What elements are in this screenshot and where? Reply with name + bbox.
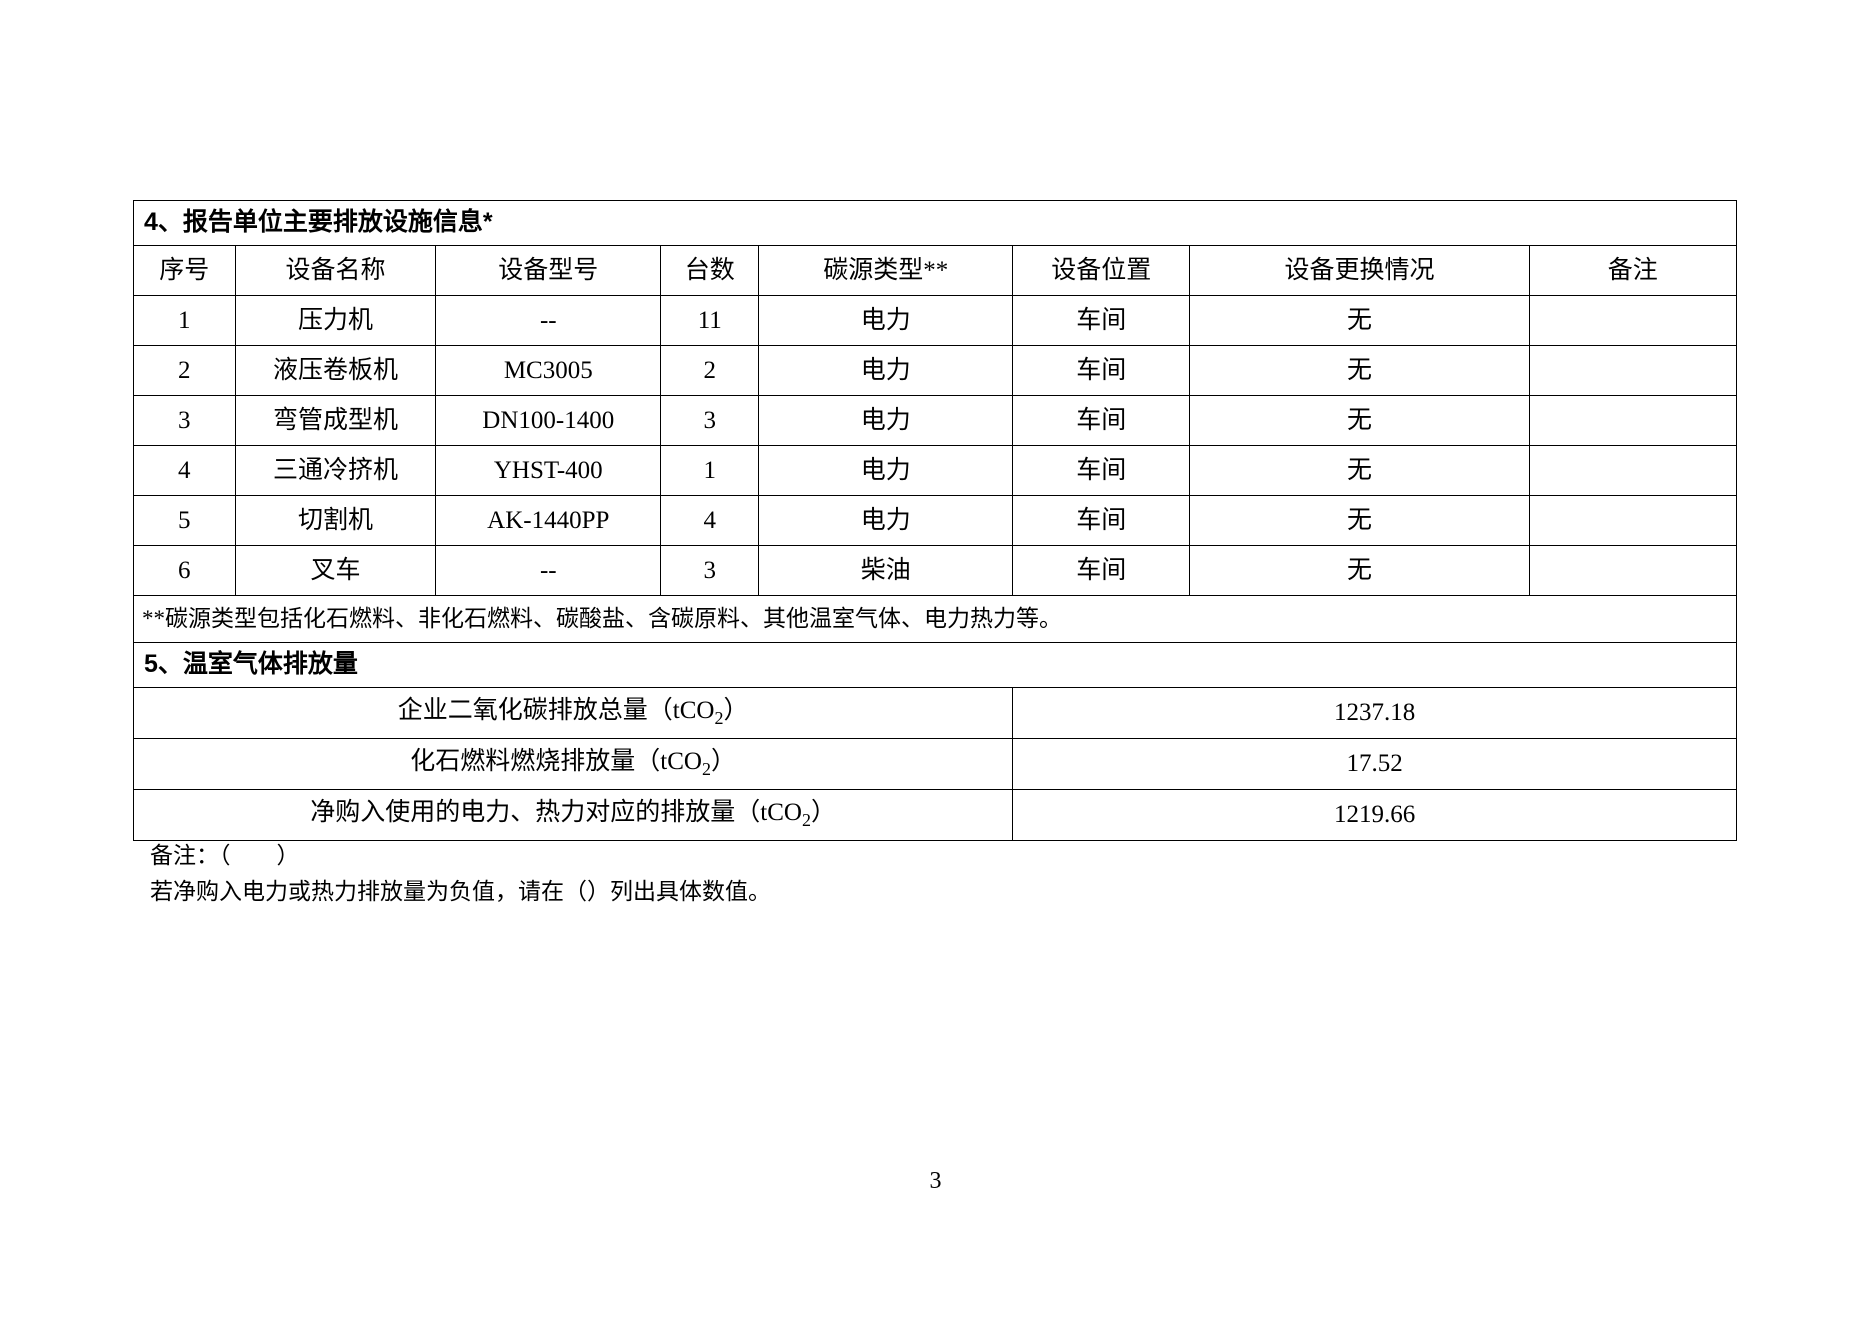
subscript-2: 2 [801, 810, 811, 831]
emission-label-suffix: ） [710, 748, 736, 776]
footnote-row: **碳源类型包括化石燃料、非化石燃料、碳酸盐、含碳原料、其他温室气体、电力热力等… [133, 595, 1737, 643]
table-row: 3 弯管成型机 DN100-1400 3 电力 车间 无 [133, 395, 1738, 446]
cell-remark [1528, 545, 1738, 596]
subscript-2: 2 [714, 708, 724, 729]
emission-report-table: 4、报告单位主要排放设施信息* 序号 设备名称 设备型号 台数 碳源类型** 设… [132, 200, 1738, 841]
column-header-count: 台数 [660, 245, 760, 296]
cell-equipment-name: 切割机 [234, 495, 437, 546]
emission-value-fossil-fuel: 17.52 [1012, 738, 1737, 790]
column-header-remark: 备注 [1528, 245, 1738, 296]
bottom-notes: 备注：（ ） 若净购入电力或热力排放量为负值，请在（）列出具体数值。 [150, 838, 771, 909]
cell-equipment-model: -- [435, 295, 662, 346]
cell-replacement-status: 无 [1189, 295, 1530, 346]
note-line-remark: 备注：（ ） [150, 843, 300, 868]
cell-carbon-source-type: 电力 [758, 495, 1014, 546]
carbon-source-footnote: **碳源类型包括化石燃料、非化石燃料、碳酸盐、含碳原料、其他温室气体、电力热力等… [133, 595, 1737, 643]
cell-equipment-location: 车间 [1012, 395, 1191, 446]
table-row: 6 叉车 -- 3 柴油 车间 无 [133, 545, 1738, 596]
cell-equipment-name: 三通冷挤机 [234, 445, 437, 496]
cell-remark [1528, 495, 1738, 546]
cell-index: 4 [133, 445, 236, 496]
table-row: 1 压力机 -- 11 电力 车间 无 [133, 295, 1738, 346]
emission-label-text: 化石燃料燃烧排放量（tCO [410, 748, 702, 776]
cell-carbon-source-type: 柴油 [758, 545, 1014, 596]
subscript-2: 2 [701, 759, 711, 780]
emission-label-total: 企业二氧化碳排放总量（tCO2） [132, 687, 1014, 739]
table-row: 2 液压卷板机 MC3005 2 电力 车间 无 [133, 345, 1738, 396]
cell-equipment-model: MC3005 [435, 345, 662, 396]
cell-replacement-status: 无 [1189, 345, 1530, 396]
column-header-replacement-status: 设备更换情况 [1189, 245, 1530, 296]
cell-equipment-model: DN100-1400 [435, 395, 662, 446]
cell-equipment-name: 叉车 [234, 545, 437, 596]
cell-count: 11 [660, 295, 760, 346]
cell-carbon-source-type: 电力 [758, 445, 1014, 496]
column-header-equipment-model: 设备型号 [435, 245, 662, 296]
page-number: 3 [929, 1168, 942, 1194]
cell-equipment-name: 压力机 [234, 295, 437, 346]
cell-equipment-name: 弯管成型机 [234, 395, 437, 446]
cell-carbon-source-type: 电力 [758, 295, 1014, 346]
cell-count: 3 [660, 395, 760, 446]
cell-replacement-status: 无 [1189, 495, 1530, 546]
cell-count: 1 [660, 445, 760, 496]
emission-label-fossil-fuel: 化石燃料燃烧排放量（tCO2） [132, 738, 1014, 790]
column-header-equipment-name: 设备名称 [234, 245, 437, 296]
cell-remark [1528, 395, 1738, 446]
cell-index: 5 [133, 495, 236, 546]
cell-count: 3 [660, 545, 760, 596]
emission-label-suffix: ） [810, 799, 836, 827]
cell-equipment-model: -- [435, 545, 662, 596]
cell-count: 4 [660, 495, 760, 546]
emission-label-text: 企业二氧化碳排放总量（tCO [397, 697, 715, 725]
emission-value-purchased-power: 1219.66 [1012, 789, 1737, 841]
section4-heading: 4、报告单位主要排放设施信息* [133, 200, 1737, 246]
cell-index: 3 [133, 395, 236, 446]
cell-remark [1528, 345, 1738, 396]
section5-heading-row: 5、温室气体排放量 [133, 642, 1737, 688]
cell-equipment-model: YHST-400 [435, 445, 662, 496]
emission-label-purchased-power: 净购入使用的电力、热力对应的排放量（tCO2） [132, 789, 1014, 841]
cell-remark [1528, 445, 1738, 496]
section5-heading: 5、温室气体排放量 [133, 642, 1737, 688]
cell-equipment-location: 车间 [1012, 345, 1191, 396]
cell-index: 1 [133, 295, 236, 346]
note-line-negative-value: 若净购入电力或热力排放量为负值，请在（）列出具体数值。 [150, 878, 771, 904]
section4-heading-row: 4、报告单位主要排放设施信息* [133, 200, 1737, 246]
cell-equipment-location: 车间 [1012, 495, 1191, 546]
cell-carbon-source-type: 电力 [758, 395, 1014, 446]
emission-row: 化石燃料燃烧排放量（tCO2） 17.52 [132, 738, 1737, 790]
emission-row: 净购入使用的电力、热力对应的排放量（tCO2） 1219.66 [132, 789, 1737, 841]
cell-count: 2 [660, 345, 760, 396]
cell-carbon-source-type: 电力 [758, 345, 1014, 396]
column-header-equipment-location: 设备位置 [1012, 245, 1191, 296]
table-row: 5 切割机 AK-1440PP 4 电力 车间 无 [133, 495, 1738, 546]
cell-equipment-location: 车间 [1012, 545, 1191, 596]
table-header-row: 序号 设备名称 设备型号 台数 碳源类型** 设备位置 设备更换情况 备注 [133, 245, 1738, 296]
cell-index: 2 [133, 345, 236, 396]
cell-replacement-status: 无 [1189, 545, 1530, 596]
cell-replacement-status: 无 [1189, 395, 1530, 446]
emission-label-suffix: ） [723, 697, 749, 725]
emission-label-text: 净购入使用的电力、热力对应的排放量（tCO [310, 799, 802, 827]
emission-row: 企业二氧化碳排放总量（tCO2） 1237.18 [132, 687, 1737, 739]
column-header-index: 序号 [133, 245, 236, 296]
cell-equipment-location: 车间 [1012, 295, 1191, 346]
cell-remark [1528, 295, 1738, 346]
emission-value-total: 1237.18 [1012, 687, 1737, 739]
cell-equipment-name: 液压卷板机 [234, 345, 437, 396]
cell-equipment-model: AK-1440PP [435, 495, 662, 546]
table-row: 4 三通冷挤机 YHST-400 1 电力 车间 无 [133, 445, 1738, 496]
cell-index: 6 [133, 545, 236, 596]
column-header-carbon-source-type: 碳源类型** [758, 245, 1014, 296]
cell-equipment-location: 车间 [1012, 445, 1191, 496]
cell-replacement-status: 无 [1189, 445, 1530, 496]
